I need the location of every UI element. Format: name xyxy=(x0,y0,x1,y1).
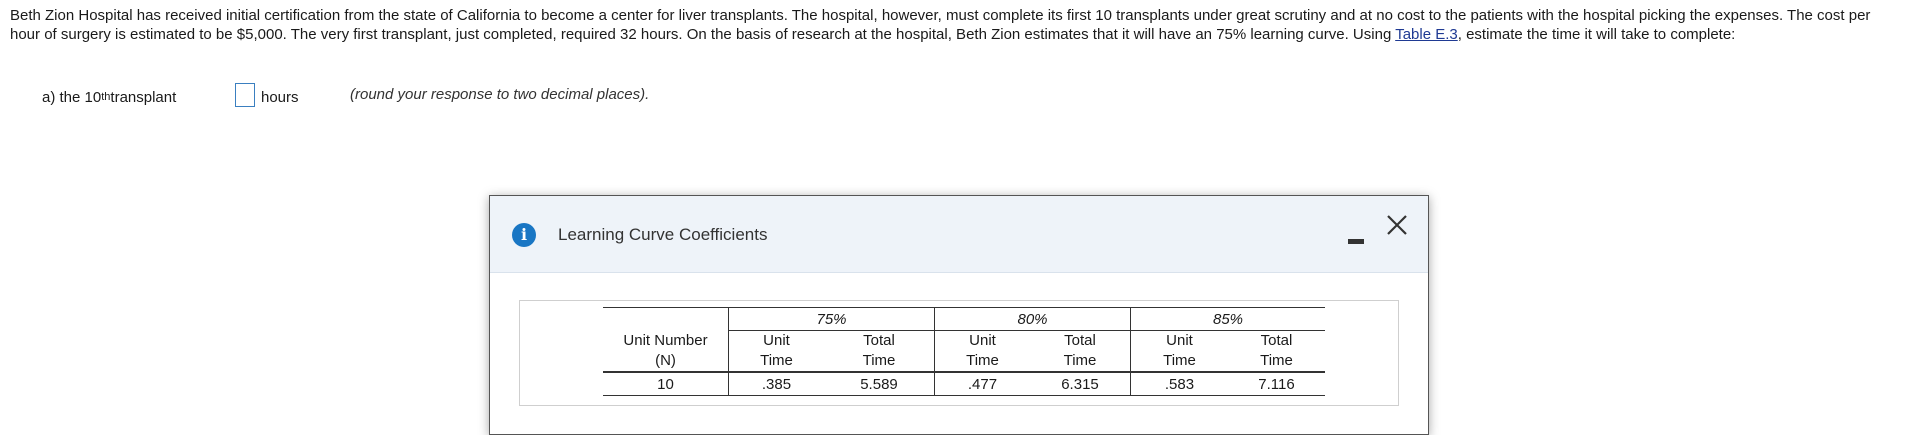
question-suffix: transplant xyxy=(110,88,177,106)
header-75: 75% xyxy=(728,307,935,331)
close-icon-svg xyxy=(1387,215,1407,235)
info-icon: i xyxy=(512,223,536,247)
col-total-time-85: Total Time xyxy=(1228,330,1325,373)
cell-unit-80: .477 xyxy=(934,372,1030,396)
percent-header-row: 75% 80% 85% xyxy=(603,307,1325,331)
table-e3-link[interactable]: Table E.3 xyxy=(1395,26,1458,43)
minimize-icon[interactable] xyxy=(1348,225,1364,247)
col-total-time-75: Total Time xyxy=(824,330,935,373)
col-label: Total xyxy=(863,332,895,349)
close-icon[interactable] xyxy=(1383,211,1411,239)
blank-header xyxy=(603,307,729,331)
cell-unit-85: .583 xyxy=(1130,372,1228,396)
problem-text-end: , estimate the time it will take to comp… xyxy=(1457,26,1736,43)
col-label: Total xyxy=(1064,332,1096,349)
col-label: Unit xyxy=(969,332,996,349)
col-unit-number: Unit Number (N) xyxy=(603,330,729,373)
cell-unit-75: .385 xyxy=(728,372,824,396)
learning-curve-table: 75% 80% 85% Unit Number (N) Unit Time Tota… xyxy=(603,307,1325,396)
col-label: Time xyxy=(966,352,999,369)
cell-n: 10 xyxy=(603,372,729,396)
answer-input[interactable] xyxy=(235,83,255,107)
col-label: Unit xyxy=(763,332,790,349)
col-unit-number-line1: Unit Number xyxy=(623,331,708,349)
table-row: 10 .385 5.589 .477 6.315 .583 7.116 xyxy=(603,372,1325,396)
col-label: Time xyxy=(1063,352,1097,369)
cell-total-85: 7.116 xyxy=(1228,372,1325,396)
col-label: Time xyxy=(862,352,896,369)
dialog-body: 75% 80% 85% Unit Number (N) Unit Time Tota… xyxy=(519,300,1399,406)
column-header-row: Unit Number (N) Unit Time Total Time Unit Ti… xyxy=(603,330,1325,373)
col-label: Time xyxy=(760,352,793,369)
cell-total-80: 6.315 xyxy=(1030,372,1131,396)
cell-total-75: 5.589 xyxy=(824,372,935,396)
dialog-title: Learning Curve Coefficients xyxy=(558,225,768,244)
rounding-note: (round your response to two decimal plac… xyxy=(350,86,650,103)
col-unit-time-80: Unit Time xyxy=(934,330,1030,373)
question-superscript: th xyxy=(101,91,111,103)
question-prefix: a) the 10 xyxy=(42,88,102,106)
header-85: 85% xyxy=(1130,307,1325,331)
col-label: Time xyxy=(1260,352,1293,369)
col-unit-time-75: Unit Time xyxy=(728,330,824,373)
unit-label: hours xyxy=(261,89,299,106)
learning-curve-dialog: i Learning Curve Coefficients 75% 80% 85… xyxy=(489,195,1429,435)
col-total-time-80: Total Time xyxy=(1030,330,1131,373)
header-80: 80% xyxy=(934,307,1131,331)
col-label: Time xyxy=(1163,352,1196,369)
problem-text: Beth Zion Hospital has received initial … xyxy=(10,7,1871,43)
col-label: Total xyxy=(1260,332,1293,349)
col-label: Unit xyxy=(1166,332,1193,349)
problem-statement: Beth Zion Hospital has received initial … xyxy=(10,6,1890,44)
col-unit-time-85: Unit Time xyxy=(1130,330,1228,373)
dialog-header[interactable]: i Learning Curve Coefficients xyxy=(490,196,1428,273)
col-unit-number-line2: (N) xyxy=(655,351,676,369)
